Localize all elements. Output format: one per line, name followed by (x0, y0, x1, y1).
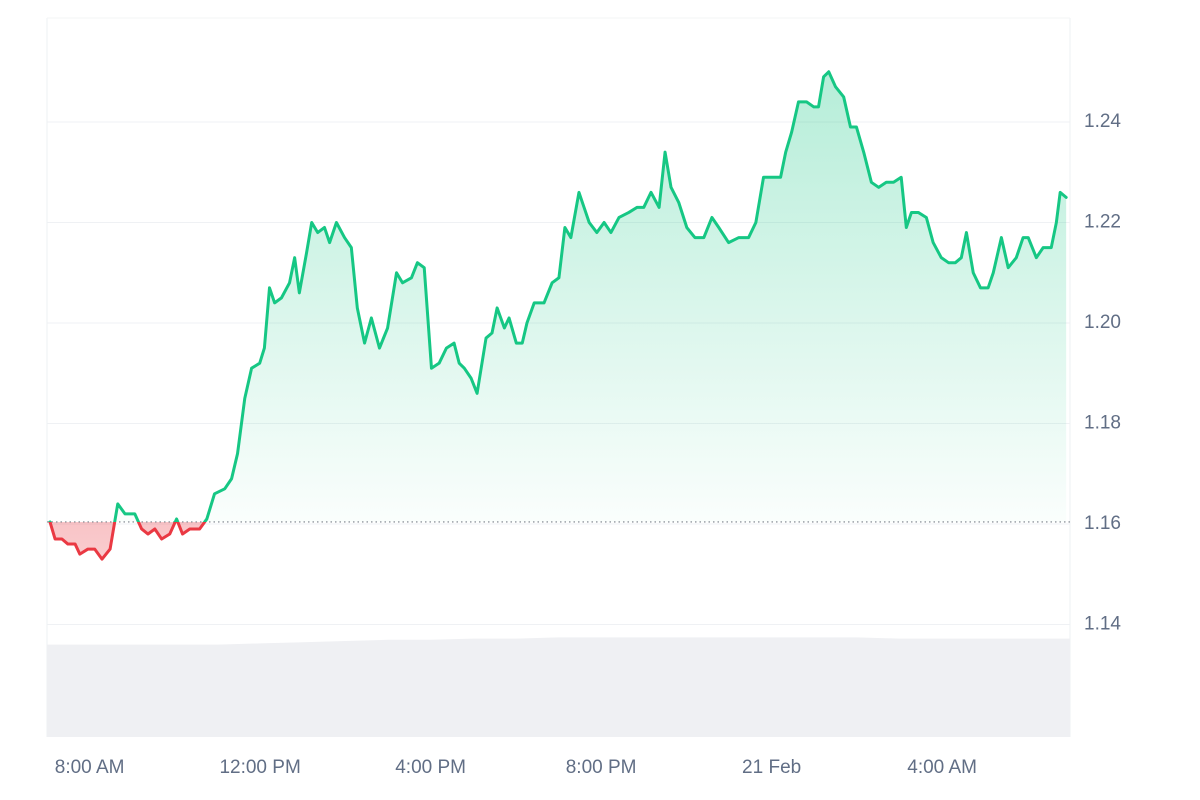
x-tick-label: 8:00 PM (566, 757, 637, 778)
y-tick-label: 1.14 (1084, 613, 1121, 634)
price-line (48, 70, 1068, 561)
y-tick-label: 1.22 (1084, 212, 1121, 233)
x-tick-label: 4:00 AM (907, 757, 977, 778)
x-tick-label: 21 Feb (742, 757, 801, 778)
x-tick-label: 12:00 PM (219, 757, 300, 778)
y-tick-label: 1.20 (1084, 312, 1121, 333)
area-fill (49, 71, 1067, 560)
y-tick-label: 1.24 (1084, 111, 1121, 132)
foreground-layer: 1.14 1.16 1.18 1.20 1.22 1.24 8:00 AM 12:00 PM 4… (55, 111, 1122, 778)
x-tick-label: 4:00 PM (395, 757, 466, 778)
y-tick-label: 1.16 (1084, 513, 1121, 534)
volume-area (47, 637, 1070, 737)
y-tick-label: 1.18 (1084, 412, 1121, 433)
background-layer (46, 17, 1071, 737)
x-tick-label: 8:00 AM (55, 757, 125, 778)
